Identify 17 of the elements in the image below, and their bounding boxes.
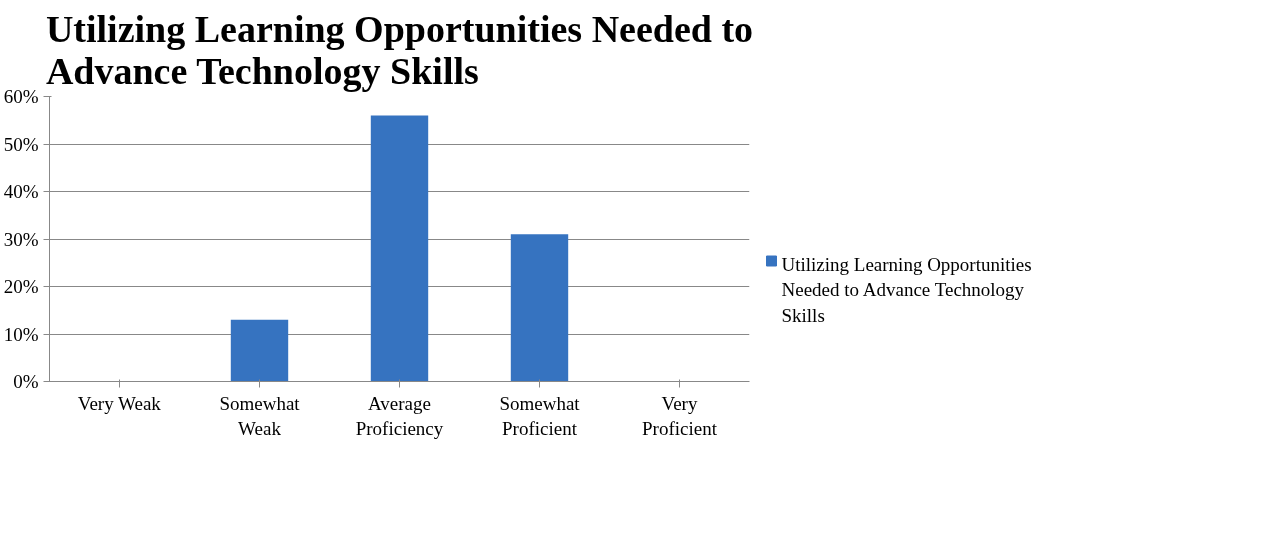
chart-title: Utilizing Learning Opportunities Needed to Advance Technology Skills (45, 7, 754, 92)
y-tick-label: 0% (13, 371, 39, 392)
y-tick-label: 50% (3, 133, 39, 155)
y-tick-label: 10% (3, 323, 39, 345)
y-tick-label: 30% (3, 228, 39, 250)
y-tick-label: 60% (3, 86, 39, 107)
bar (230, 319, 289, 382)
x-tick-label: Average Proficiency (355, 392, 444, 439)
bar (370, 115, 429, 382)
y-tick-label: 40% (3, 181, 39, 202)
x-tick-label: Somewhat Weak (219, 392, 301, 439)
x-tick-label: Very Proficient (642, 392, 718, 439)
legend-label: Utilizing Learning Opportunities Needed to Advance Technology Skills (781, 254, 1032, 326)
y-tick-label: 20% (3, 276, 39, 297)
x-tick-label: Very Weak (77, 392, 162, 414)
x-tick-label: Somewhat Proficient (499, 392, 581, 439)
bar (510, 234, 569, 382)
